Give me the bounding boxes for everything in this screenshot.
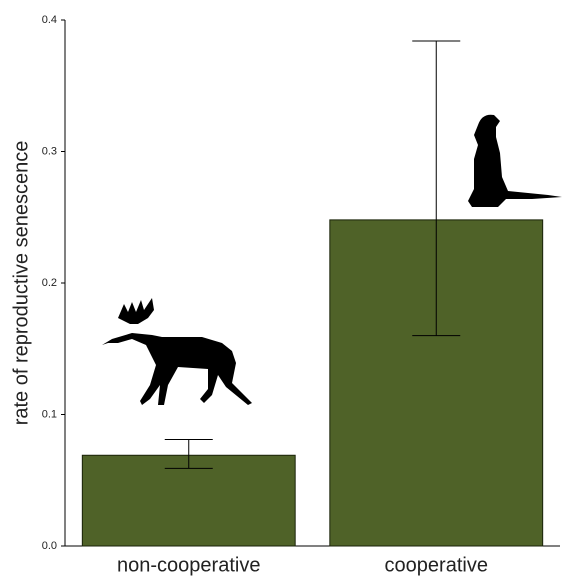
y-tick-label: 0.4 [42, 14, 57, 26]
y-tick-label: 0.0 [42, 540, 57, 552]
x-tick-label: non-cooperative [117, 554, 260, 576]
x-tick-label: cooperative [385, 554, 488, 576]
bar [81, 454, 296, 547]
moose-silhouette [102, 298, 252, 405]
y-tick-label: 0.1 [42, 408, 57, 420]
y-tick-label: 0.2 [42, 277, 57, 289]
meerkat-silhouette [468, 114, 562, 207]
y-tick-label: 0.3 [42, 145, 57, 157]
y-axis-label: rate of reproductive senescence [10, 141, 32, 426]
